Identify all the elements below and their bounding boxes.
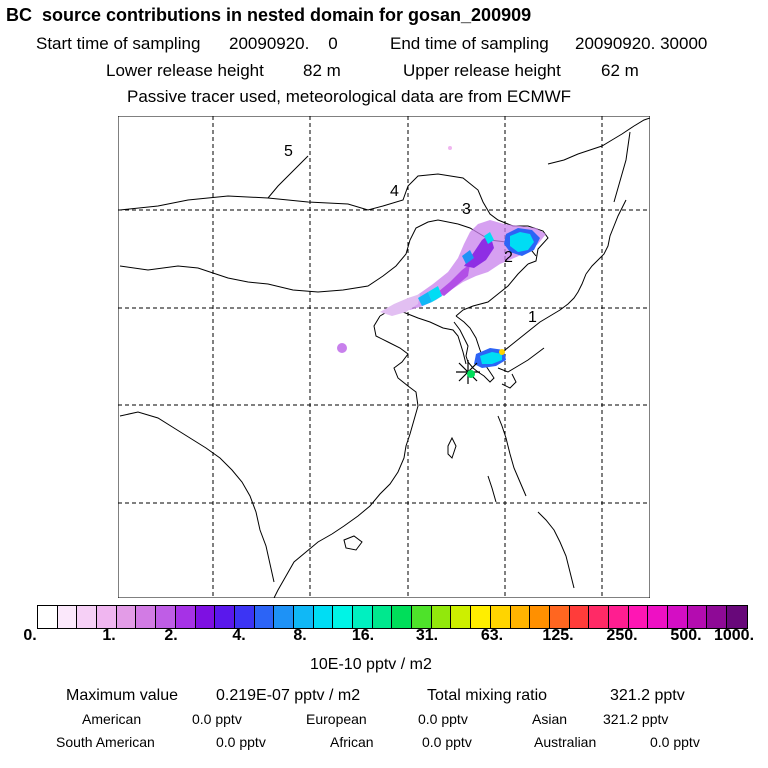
colorbar-cell [57, 606, 78, 628]
colorbar-cell [668, 606, 688, 628]
colorbar-tick: 0. [23, 627, 37, 644]
page-title: BC source contributions in nested domain… [6, 5, 532, 25]
region-name: South American [56, 734, 155, 750]
colorbar-tick: 31. [415, 627, 439, 644]
colorbar-cell [293, 606, 314, 628]
colorbar-cell [648, 606, 668, 628]
colorbar-tick: 125. [542, 627, 574, 644]
total-mixing-value: 321.2 pptv [610, 687, 685, 704]
colorbar-cell [431, 606, 452, 628]
colorbar-tick: 4. [232, 627, 246, 644]
colorbar-cell [254, 606, 275, 628]
region-value: 0.0 pptv [650, 734, 700, 750]
colorbar-cell [490, 606, 511, 628]
colorbar-cell [136, 606, 157, 628]
colorbar-cell [628, 606, 649, 628]
region-value: 321.2 pptv [603, 711, 669, 727]
colorbar-cell [727, 606, 747, 628]
source-plume [337, 146, 546, 368]
tracer-note: Passive tracer used, meteorological data… [127, 87, 572, 106]
colorbar-cell [353, 606, 373, 628]
upper-height-value: 62 m [601, 61, 639, 80]
colorbar-cell [589, 606, 609, 628]
colorbar-cell [608, 606, 629, 628]
trajectory-label-3: 3 [462, 201, 471, 218]
receptor-core [467, 370, 475, 378]
trajectory-label-5: 5 [284, 143, 293, 160]
colorbar-cell [175, 606, 196, 628]
region-value: 0.0 pptv [216, 734, 266, 750]
region-name: Australian [534, 734, 597, 750]
start-time-label: Start time of sampling [36, 34, 201, 53]
colorbar [37, 605, 748, 629]
colorbar-cell [116, 606, 137, 628]
colorbar-unit: 10E-10 pptv / m2 [310, 656, 432, 673]
colorbar-tick: 1. [102, 627, 116, 644]
colorbar-tick: 16. [351, 627, 375, 644]
colorbar-cell [569, 606, 590, 628]
trajectory-label-1: 1 [528, 309, 537, 326]
lat-lon-grid [118, 116, 650, 598]
colorbar-cell [510, 606, 531, 628]
region-name: Asian [532, 711, 568, 727]
colorbar-cell [274, 606, 294, 628]
colorbar-cell [38, 606, 58, 628]
colorbar-tick: 2. [164, 627, 178, 644]
region-name: African [330, 734, 374, 750]
colorbar-cell [412, 606, 432, 628]
max-value-label: Maximum value [66, 687, 179, 704]
colorbar-cell [707, 606, 728, 628]
colorbar-tick: 500. [670, 627, 702, 644]
colorbar-tick: 250. [606, 627, 638, 644]
region-value: 0.0 pptv [422, 734, 472, 750]
colorbar-cell [333, 606, 353, 628]
colorbar-cell [471, 606, 491, 628]
colorbar-cell [549, 606, 570, 628]
map-panel: 1 2 3 4 5 [118, 116, 650, 598]
max-value: 0.219E-07 pptv / m2 [216, 687, 361, 704]
lower-height-label: Lower release height [106, 61, 264, 80]
trajectory-label-4: 4 [390, 183, 399, 200]
colorbar-cell [530, 606, 550, 628]
region-value: 0.0 pptv [418, 711, 468, 727]
colorbar-cell [234, 606, 255, 628]
end-time-label: End time of sampling [390, 34, 549, 53]
colorbar-tick: 63. [480, 627, 504, 644]
region-value: 0.0 pptv [192, 711, 242, 727]
start-time-value: 20090920. 0 [229, 34, 338, 53]
colorbar-cell [156, 606, 176, 628]
colorbar-tick: 8. [293, 627, 307, 644]
upper-height-label: Upper release height [403, 61, 561, 80]
colorbar-cell [687, 606, 708, 628]
colorbar-cell [313, 606, 334, 628]
lower-height-value: 82 m [303, 61, 341, 80]
trajectory-label-2: 2 [504, 249, 513, 266]
region-name: European [306, 711, 367, 727]
total-mixing-label: Total mixing ratio [427, 687, 548, 704]
colorbar-cell [372, 606, 393, 628]
end-time-value: 20090920. 30000 [575, 34, 708, 53]
colorbar-tick: 1000. [713, 627, 755, 644]
colorbar-cell [97, 606, 117, 628]
colorbar-cell [77, 606, 98, 628]
colorbar-cell [195, 606, 216, 628]
colorbar-cell [215, 606, 235, 628]
colorbar-cell [392, 606, 413, 628]
colorbar-cell [451, 606, 472, 628]
region-name: American [82, 711, 142, 727]
